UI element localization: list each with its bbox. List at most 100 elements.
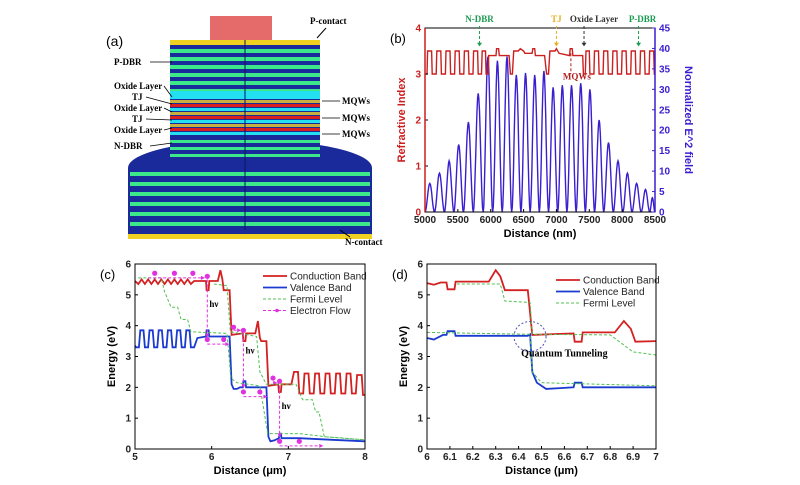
electron-dot <box>257 389 263 395</box>
base-dbr-stripe <box>130 172 370 176</box>
legend-marker <box>275 308 279 313</box>
y-tick-label: 6 <box>417 260 423 271</box>
label-left: Oxide Layer <box>114 125 162 135</box>
band-diagram-d: Quantum Tunneling 6 6.1 6.2 6.3 6.4 6.5 6.6 6.7 6… <box>392 260 660 478</box>
field-peak <box>649 196 656 213</box>
field-peak <box>640 188 651 213</box>
x-tick-label: 8000 <box>611 215 634 226</box>
label-right: MQWs <box>342 96 370 106</box>
series-line-fermi-level <box>426 283 657 387</box>
x-tick-label: 7000 <box>545 215 568 226</box>
panel-label: (d) <box>392 267 408 282</box>
legend-label: Fermi Level <box>290 295 342 306</box>
x-axis-label: Distance (μm) <box>214 465 287 477</box>
x-tick-label: 5000 <box>414 215 437 226</box>
label-pointer <box>316 27 327 39</box>
y2-tick-label: 5 <box>659 187 665 198</box>
y-tick-label: 1 <box>125 414 131 425</box>
annotation-label: hν <box>209 299 218 309</box>
x-tick-label: 6000 <box>480 215 503 226</box>
y2-tick-label: 0 <box>659 208 665 219</box>
legend-label: Valence Band <box>290 283 352 294</box>
x-tick-label: 6.9 <box>626 452 640 463</box>
base-dbr-stripe <box>130 222 370 226</box>
y2-tick-label: 45 <box>659 24 671 35</box>
arrow-head <box>477 42 483 47</box>
field-peak <box>424 181 436 213</box>
x-tick-label: 6500 <box>512 215 535 226</box>
x-tick-label: 6 <box>209 452 215 463</box>
band-diagram-c: hν hν hν 5 6 7 8 0 1 2 3 4 5 6 Distance (μm) Energy (eV… <box>100 260 368 478</box>
y-tick-label: 1 <box>417 414 423 425</box>
label-pointer <box>163 107 173 113</box>
electron-dot <box>240 389 247 395</box>
label-pointer <box>339 229 351 238</box>
legend-label: Conduction Band <box>290 272 367 283</box>
arrow-head <box>553 42 559 47</box>
label-right: MQWs <box>342 129 370 139</box>
y-tick-label: 3 <box>417 352 423 363</box>
field-peak <box>547 87 559 213</box>
legend-label: Conduction Band <box>583 276 660 287</box>
arrow-head <box>277 433 282 438</box>
n-contact-layer <box>128 234 372 239</box>
electron-dot <box>240 327 247 333</box>
panel-label: (c) <box>100 267 115 282</box>
electron-dot <box>152 270 158 276</box>
field-peak <box>433 171 446 213</box>
field-peak <box>584 89 596 213</box>
arrow-head <box>205 333 210 338</box>
x-tick-label: 6.4 <box>512 452 526 463</box>
y-axis-label: Refractive Index <box>396 77 408 163</box>
label-left: P-DBR <box>114 57 142 67</box>
x-tick-label: 6 <box>424 452 430 463</box>
label-p-contact: P-contact <box>310 16 346 26</box>
y-axis-label: Energy (eV) <box>398 326 410 387</box>
y-tick-label: 3 <box>125 352 131 363</box>
electron-dot <box>204 336 210 343</box>
series-line-valence-band <box>134 329 366 443</box>
y-tick-label: 2 <box>125 383 131 394</box>
x-tick-label: 6.1 <box>443 452 457 463</box>
y-tick-label: 2 <box>415 116 421 127</box>
field-peak <box>603 142 614 213</box>
panel-label: (b) <box>390 31 406 46</box>
field-peak <box>453 144 465 213</box>
y-tick-label: 0 <box>417 445 423 456</box>
field-peak <box>566 85 577 213</box>
electron-dot <box>296 438 302 444</box>
field-peak <box>462 121 474 213</box>
y-axis-label: Energy (eV) <box>106 326 118 387</box>
y2-tick-label: 10 <box>659 167 671 178</box>
field-peak <box>492 60 503 213</box>
y-tick-label: 2 <box>417 383 423 394</box>
annotation-label: N-DBR <box>465 14 494 24</box>
field-peak <box>529 74 540 213</box>
y-tick-label: 6 <box>125 260 131 271</box>
y-tick-label: 0 <box>415 208 421 219</box>
y-tick-label: 5 <box>125 290 131 301</box>
tunneling-circle <box>513 320 547 352</box>
electron-dot <box>270 375 276 381</box>
arrow-head <box>237 328 242 333</box>
field-peak <box>511 74 522 213</box>
annotation-label: Quantum Tunneling <box>521 349 607 360</box>
pillar-stack <box>170 16 320 230</box>
base-dbr-stripe <box>130 182 370 186</box>
label-pointer <box>145 96 173 105</box>
series-line-fermi-level <box>138 277 366 441</box>
x-tick-label: 6.7 <box>580 452 594 463</box>
field-peak <box>612 158 624 213</box>
x-tick-label: 6.2 <box>466 452 480 463</box>
x-tick-label: 5 <box>132 452 138 463</box>
x-tick-label: 7 <box>286 452 292 463</box>
y2-tick-label: 40 <box>659 44 671 55</box>
electron-dot <box>276 378 283 384</box>
y-tick-label: 3 <box>415 70 421 81</box>
x-tick-label: 5500 <box>447 215 470 226</box>
y-tick-label: 0 <box>125 445 131 456</box>
label-left: TJ <box>132 92 143 102</box>
